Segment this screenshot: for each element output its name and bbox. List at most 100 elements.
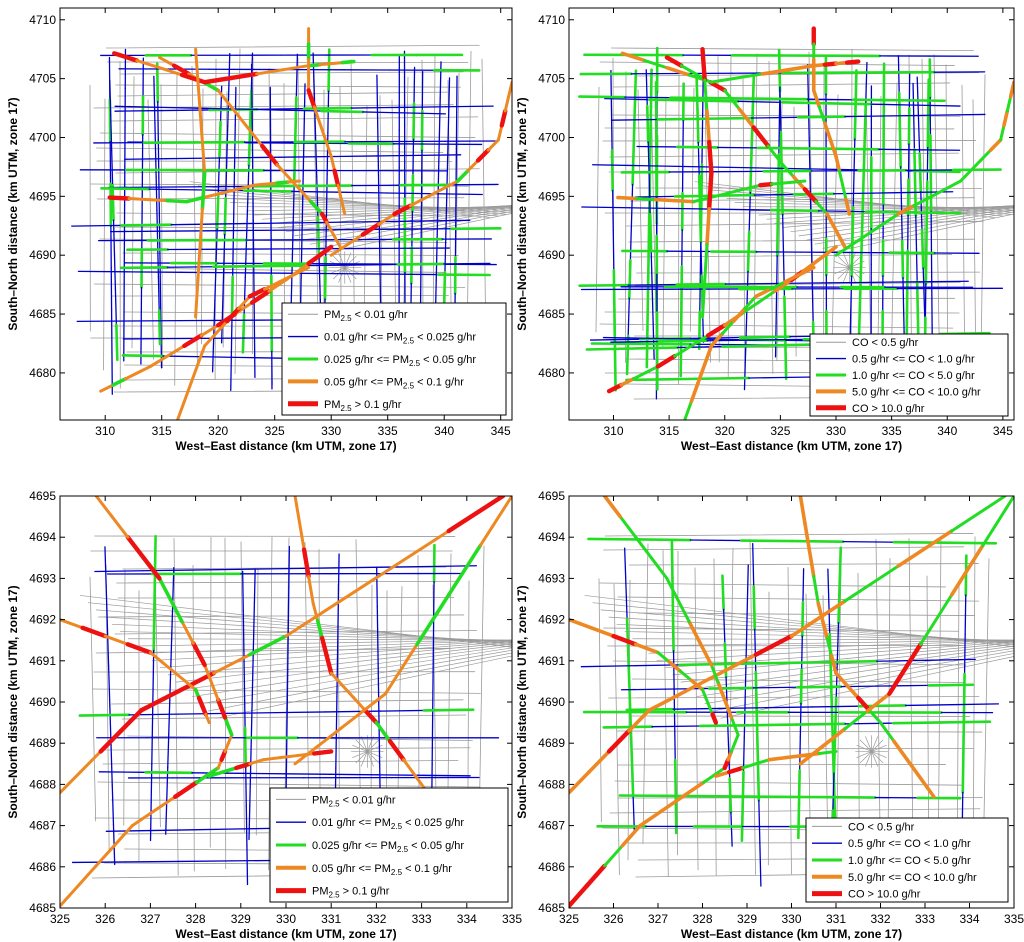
road-segment [475, 147, 491, 163]
road-segment [248, 634, 288, 657]
road-segment [223, 196, 228, 236]
road-segment [157, 66, 184, 77]
road-segment [443, 262, 491, 265]
road-segment [281, 64, 311, 72]
road-segment [737, 100, 784, 103]
road-segment [499, 108, 508, 128]
road-segment [286, 708, 288, 751]
y-tick-label: 4688 [538, 777, 565, 791]
road-segment [339, 198, 347, 216]
road-segment [917, 114, 921, 155]
road-segment [742, 183, 762, 191]
minor-road [613, 82, 950, 88]
road-segment [724, 282, 775, 285]
y-tick-label: 4687 [538, 819, 565, 833]
x-tick-label: 315 [152, 424, 172, 438]
y-tick-label: 4690 [538, 695, 565, 709]
road-segment [800, 635, 803, 671]
legend-label: 1.0 g/hr <= CO < 5.0 g/hr [848, 855, 971, 867]
road-segment [423, 774, 471, 777]
legend-label: 0.025 g/hr <= PM2.5 < 0.05 g/hr [312, 840, 464, 854]
road-segment [374, 720, 392, 743]
road-segment [887, 642, 923, 696]
road-segment [959, 169, 973, 183]
road-segment [900, 239, 905, 280]
road-segment [260, 143, 280, 167]
road-segment [814, 200, 829, 216]
road-segment [760, 97, 809, 101]
road-segment [100, 187, 151, 191]
road-segment [329, 671, 344, 688]
y-tick-label: 4693 [29, 571, 56, 585]
minor-road [831, 94, 839, 340]
road-segment [683, 399, 693, 420]
road-segment [988, 138, 1003, 152]
road-segment [278, 754, 299, 760]
road-segment [76, 864, 98, 888]
road-segment [194, 47, 200, 82]
minor-road [837, 255, 850, 268]
road-segment [627, 297, 630, 337]
road-segment [337, 589, 340, 627]
road-segment [851, 98, 900, 102]
road-segment [721, 344, 770, 348]
y-tick-label: 4685 [29, 901, 56, 915]
y-axis-label: South–North distance (km UTM, zone 17) [6, 585, 20, 818]
x-tick-label: 315 [659, 424, 679, 438]
road-segment [336, 183, 343, 202]
road-segment [647, 689, 687, 713]
road-segment [962, 672, 966, 715]
road-segment [230, 351, 233, 391]
x-tick-label: 327 [140, 912, 160, 926]
road-segment [121, 354, 165, 358]
plot-frame [59, 7, 513, 421]
minor-road [604, 311, 960, 314]
minor-road [618, 297, 956, 300]
minor-road [91, 688, 481, 694]
road-segment [198, 109, 204, 144]
road-segment [612, 189, 614, 232]
road-segment [581, 206, 630, 209]
road-segment [107, 665, 111, 707]
road-segment [110, 515, 130, 539]
minor-road [355, 739, 368, 752]
road-segment [242, 189, 294, 193]
y-axis-label: South–North distance (km UTM, zone 17) [515, 585, 529, 818]
road-segment [753, 633, 794, 657]
road-segment [672, 707, 721, 710]
minor-road [632, 638, 1014, 641]
road-segment [981, 496, 1014, 547]
road-segment [214, 319, 229, 335]
road-segment [647, 217, 651, 257]
road-segment [207, 770, 225, 778]
road-segment [332, 566, 382, 569]
road-segment [845, 683, 861, 700]
road-segment [765, 706, 814, 709]
road-segment [80, 625, 108, 639]
road-segment [602, 725, 654, 729]
road-segment [213, 299, 216, 337]
road-segment [756, 756, 761, 802]
road-network [569, 496, 1014, 908]
road-segment [326, 132, 329, 175]
road-segment [377, 684, 380, 726]
road-segment [678, 669, 693, 682]
road-segment [245, 805, 248, 846]
road-segment [610, 149, 614, 192]
road-segment [413, 66, 416, 105]
x-tick-label: 331 [321, 912, 341, 926]
x-tick-label: 326 [603, 912, 623, 926]
road-segment [338, 709, 365, 731]
road-segment [234, 761, 253, 771]
road-segment [157, 100, 159, 141]
road-segment [200, 171, 207, 211]
minor-road [318, 549, 321, 822]
road-segment [702, 344, 714, 367]
road-segment [913, 181, 918, 217]
road-segment [1002, 109, 1010, 128]
road-segment [447, 77, 451, 118]
x-tick-label: 330 [276, 912, 296, 926]
road-segment [672, 650, 675, 688]
road-segment [767, 755, 788, 762]
road-segment [603, 844, 624, 868]
